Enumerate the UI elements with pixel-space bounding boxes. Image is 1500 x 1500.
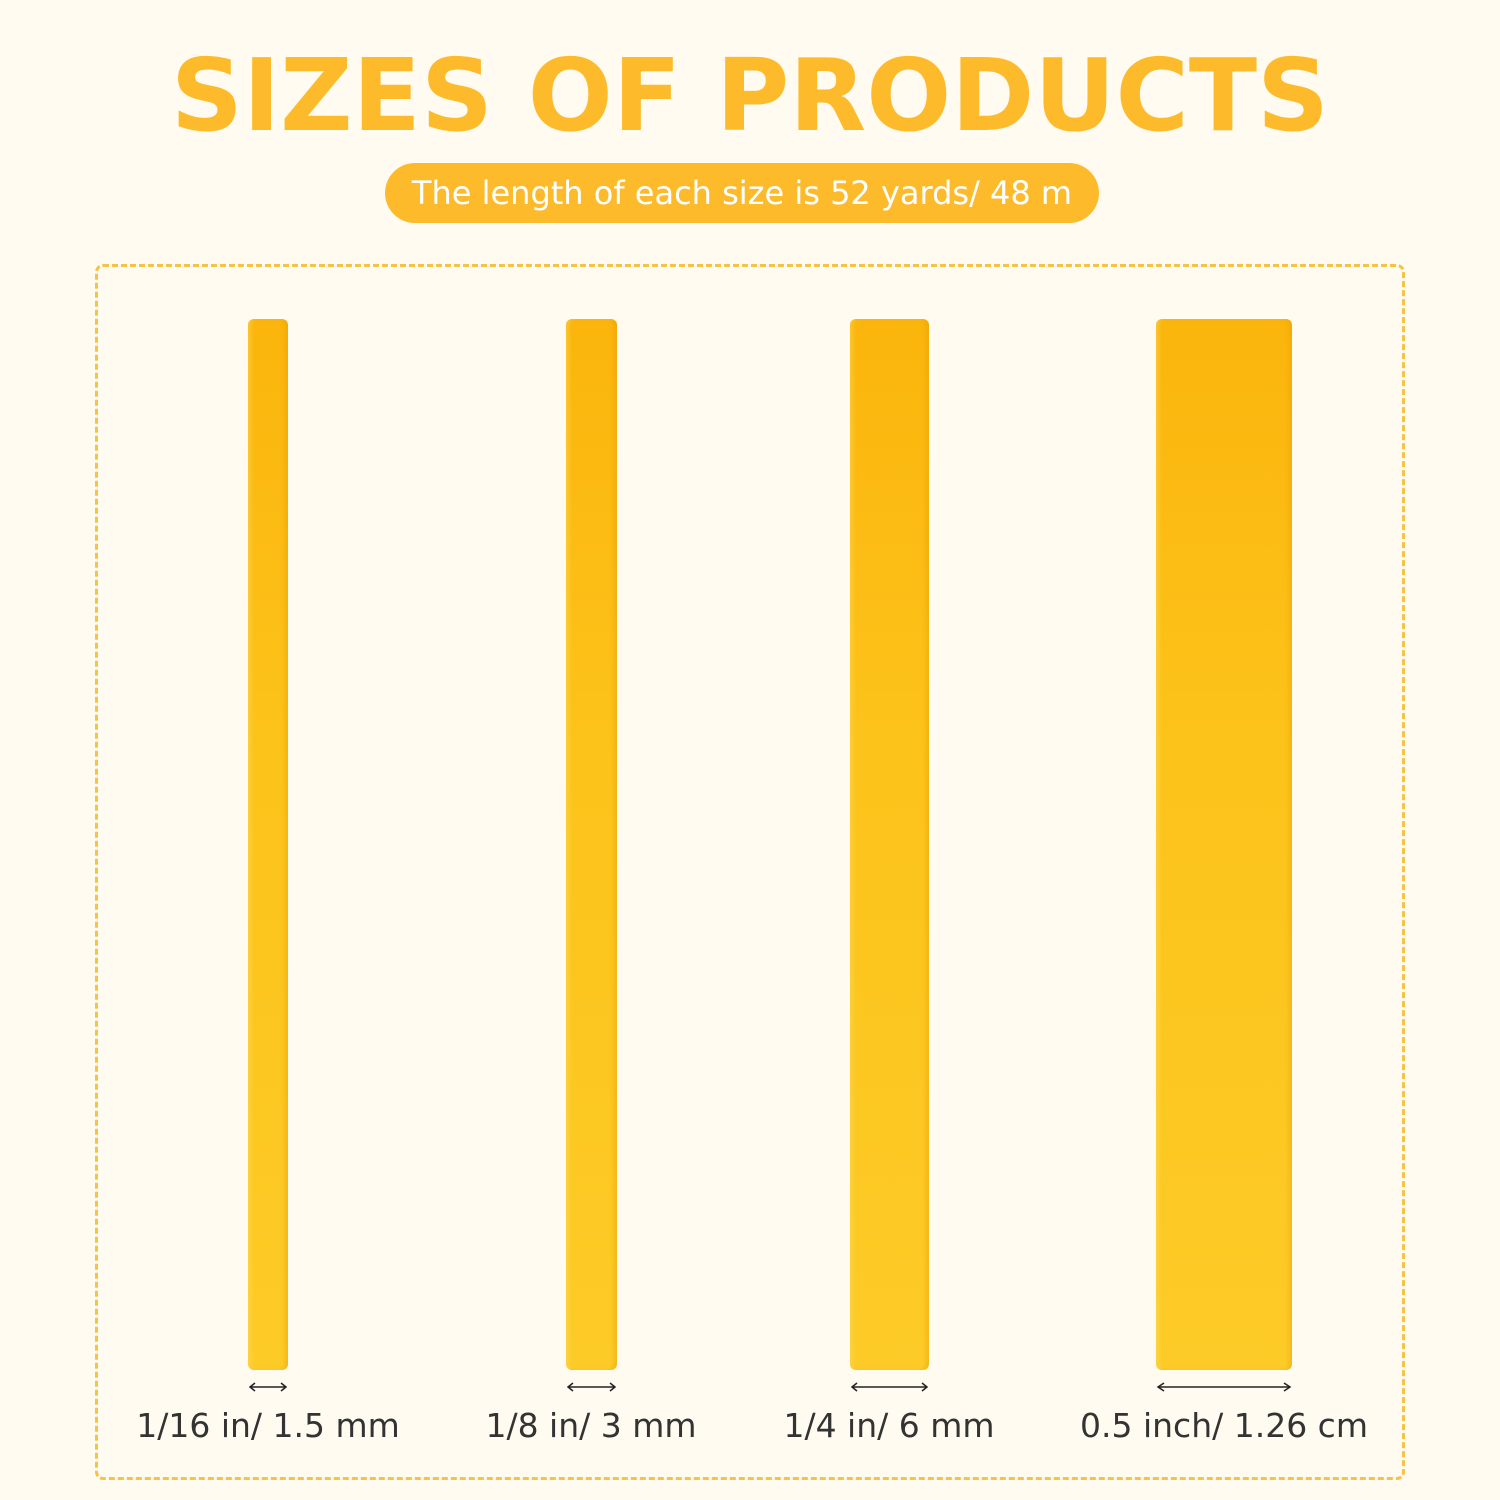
tape-strip-4 [1156,319,1292,1370]
size-label-4: 0.5 inch/ 1.26 cm [1080,1406,1368,1445]
size-label-3: 1/4 in/ 6 mm [783,1406,995,1445]
width-arrow-icon [248,1379,288,1395]
tape-strip-1 [248,319,288,1370]
tape-strip-3 [850,319,929,1370]
page-title: SIZES OF PRODUCTS [170,37,1330,154]
size-label-1: 1/16 in/ 1.5 mm [136,1406,400,1445]
dashed-frame [95,264,1405,1480]
tape-strip-2 [566,319,617,1370]
size-label-2: 1/8 in/ 3 mm [485,1406,697,1445]
width-arrow-icon [850,1379,929,1395]
width-arrow-icon [566,1379,617,1395]
length-banner: The length of each size is 52 yards/ 48 … [385,163,1099,223]
width-arrow-icon [1156,1379,1292,1395]
